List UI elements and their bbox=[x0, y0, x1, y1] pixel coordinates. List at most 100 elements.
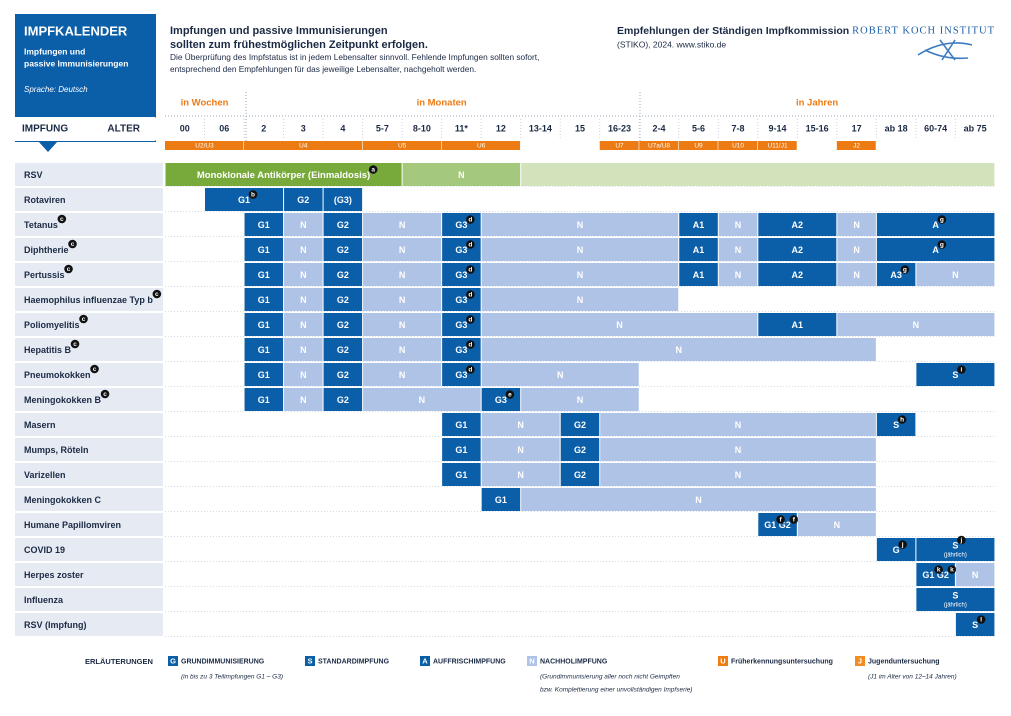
footnote-letter: c bbox=[103, 391, 107, 398]
vaccine-name: Influenza bbox=[24, 595, 64, 605]
vaccine-row: Varizellen G1 N G2 N bbox=[15, 463, 995, 487]
cell-label: N bbox=[735, 270, 742, 280]
vaccination-cell bbox=[284, 338, 323, 361]
age-group: in Monaten bbox=[417, 98, 467, 109]
vaccination-cell bbox=[481, 263, 679, 286]
cell-label: G2 bbox=[337, 345, 349, 355]
footnote-letter: c bbox=[93, 366, 97, 373]
cell-label: G3 bbox=[455, 295, 467, 305]
footnote-marker bbox=[79, 314, 88, 324]
vaccination-cell bbox=[481, 338, 876, 361]
footnote-letter: c bbox=[155, 291, 159, 298]
source-text: (STIKO), 2024. www.stiko.de bbox=[617, 39, 726, 49]
vaccination-cell bbox=[481, 438, 560, 461]
cell-label: N bbox=[577, 270, 584, 280]
exam-bar bbox=[441, 141, 521, 150]
legend-key: A bbox=[422, 656, 428, 665]
age-column: 4 bbox=[340, 123, 345, 133]
vaccination-cell bbox=[876, 213, 995, 236]
footnote-letter: k bbox=[937, 567, 941, 574]
vaccination-cell bbox=[560, 413, 600, 436]
vaccination-cell bbox=[758, 213, 837, 236]
header-title: IMPFKALENDER bbox=[24, 23, 128, 38]
header-language: Sprache: Deutsch bbox=[24, 85, 88, 94]
cell-label: A1 bbox=[792, 320, 804, 330]
vaccine-row: Herpes zoster G1 G2k k N bbox=[15, 563, 995, 587]
footnote-marker bbox=[70, 339, 80, 349]
cell-label: G3 bbox=[495, 395, 507, 405]
cell-label: A2 bbox=[792, 245, 804, 255]
cell-label: N bbox=[458, 170, 465, 180]
legend-label: Jugenduntersuchung bbox=[868, 658, 940, 665]
footnote-letter: d bbox=[468, 342, 472, 349]
cell-label: A bbox=[932, 220, 939, 230]
exam-bar bbox=[757, 141, 797, 150]
cell-label: N bbox=[834, 520, 841, 530]
footnote-marker bbox=[957, 365, 966, 374]
vaccination-cell bbox=[916, 263, 995, 286]
vaccination-cell bbox=[363, 238, 442, 261]
vaccination-cell bbox=[284, 363, 323, 386]
vaccine-name: RSV bbox=[24, 170, 43, 180]
vaccination-cell bbox=[521, 163, 995, 186]
cell-label: N bbox=[577, 295, 584, 305]
cell-label: G2 bbox=[337, 395, 349, 405]
vaccination-cell bbox=[165, 163, 402, 186]
vaccination-cell bbox=[244, 313, 284, 336]
age-column: 06 bbox=[219, 123, 229, 133]
cell-label: N bbox=[399, 295, 406, 305]
table: in Wochen in Monaten in Jahren 00 06 2 3 4 5-7 8-… bbox=[15, 98, 995, 637]
row-label-bg bbox=[15, 288, 163, 311]
footnote-letter: b bbox=[251, 192, 255, 199]
age-column: 5-7 bbox=[376, 123, 389, 133]
row-label-bg bbox=[15, 238, 163, 261]
vaccination-cell bbox=[323, 363, 363, 386]
row-label-bg bbox=[15, 413, 163, 436]
cell-label: S bbox=[972, 620, 978, 630]
vaccination-cell bbox=[797, 513, 876, 536]
vaccine-row: Meningokokken Bc G1 N G2 N G3 e N bbox=[15, 388, 995, 412]
vaccination-cell bbox=[481, 313, 758, 336]
footnote-marker bbox=[957, 535, 966, 545]
footnote-letter: d bbox=[468, 367, 472, 374]
exam-label: U11/J1 bbox=[767, 143, 787, 150]
footnote-marker bbox=[466, 265, 475, 274]
footnote-letter: c bbox=[67, 266, 71, 273]
vaccination-cell bbox=[363, 288, 442, 311]
exam-bar bbox=[718, 141, 758, 150]
age-column: 15-16 bbox=[806, 123, 829, 133]
row-label-bg bbox=[15, 438, 163, 461]
vaccination-cell bbox=[363, 213, 442, 236]
cell-label: G1 bbox=[258, 345, 270, 355]
vaccination-cell bbox=[837, 263, 876, 286]
footnote-letter: f bbox=[793, 517, 796, 524]
footnote-letter: h bbox=[900, 417, 904, 424]
cell-label: G1 bbox=[258, 395, 270, 405]
legend-note: (in bis zu 3 Teilimpfungen G1 – G3) bbox=[181, 674, 283, 681]
footnote-marker bbox=[100, 389, 110, 399]
cell-label: A1 bbox=[693, 220, 705, 230]
cell-label: N bbox=[557, 370, 564, 380]
vaccination-cell bbox=[284, 238, 323, 261]
cell-label: N bbox=[300, 245, 307, 255]
cell-label: N bbox=[399, 220, 406, 230]
logo-stroke bbox=[924, 49, 969, 60]
cell-label: G3 bbox=[455, 345, 467, 355]
vaccination-cell bbox=[244, 363, 284, 386]
vaccination-cell bbox=[284, 213, 323, 236]
legend-key: S bbox=[307, 656, 312, 665]
footnote-marker bbox=[68, 239, 77, 249]
source-title: Empfehlungen der Ständigen Impfkommissio… bbox=[617, 25, 849, 37]
corner-label: ALTER bbox=[107, 124, 140, 135]
cell-label: N bbox=[419, 395, 426, 405]
vaccination-cell bbox=[600, 413, 876, 436]
footnote-marker bbox=[937, 240, 947, 249]
vaccine-row: Hepatitis Bc G1 N G2 N G3 d N bbox=[15, 338, 995, 362]
exam-label: U4 bbox=[299, 143, 308, 150]
vaccination-cell bbox=[560, 438, 600, 461]
footnote-marker bbox=[466, 340, 475, 349]
